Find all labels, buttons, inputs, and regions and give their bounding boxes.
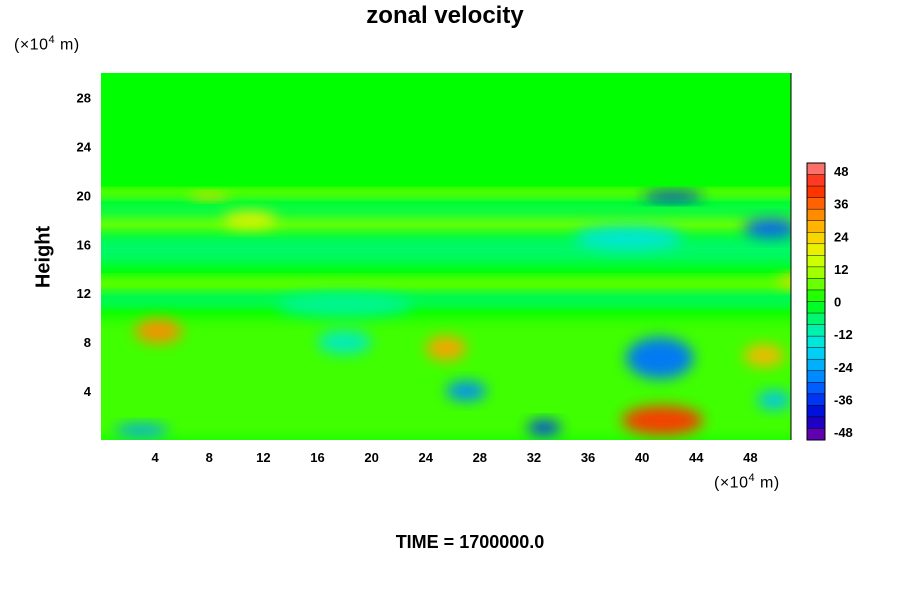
x-tick-label: 12	[256, 450, 270, 465]
colorbar-segment	[807, 370, 825, 383]
x-tick-label: 16	[310, 450, 324, 465]
colorbar-segment	[807, 324, 825, 337]
velocity-band	[101, 190, 791, 198]
colorbar-tick-label: 24	[834, 229, 849, 244]
x-axis-unit: (×104 m)	[714, 472, 780, 492]
velocity-feature	[757, 391, 791, 410]
colorbar-segment	[807, 220, 825, 233]
colorbar-segment	[807, 382, 825, 395]
y-tick-label: 20	[77, 188, 91, 203]
velocity-feature	[134, 318, 183, 344]
velocity-feature	[425, 336, 467, 361]
colorbar-segment	[807, 243, 825, 256]
colorbar-segment	[807, 405, 825, 418]
velocity-feature	[188, 192, 230, 201]
colorbar-segment	[807, 428, 825, 441]
colorbar-segment	[807, 209, 825, 222]
velocity-feature	[642, 191, 704, 202]
plot-area	[101, 73, 792, 440]
colorbar-segment	[807, 313, 825, 325]
y-unit-prefix: (×10	[14, 36, 49, 54]
velocity-feature	[574, 225, 683, 251]
y-axis-ticks: 4 8 12 16 20 24 28	[77, 90, 92, 399]
x-axis-ticks: 4 8 12 16 20 24 28 32 36 40 44 48	[152, 450, 758, 465]
colorbar-tick-label: -48	[834, 425, 853, 440]
velocity-feature	[621, 405, 704, 436]
colorbar-segment	[807, 232, 825, 245]
velocity-band	[101, 234, 791, 266]
velocity-band	[101, 213, 791, 233]
velocity-band	[101, 278, 791, 290]
colorbar-segment	[807, 163, 825, 175]
x-tick-label: 36	[581, 450, 595, 465]
y-unit-exponent: 4	[48, 34, 56, 46]
x-unit-suffix: m)	[755, 474, 780, 492]
velocity-band	[101, 201, 791, 217]
velocity-feature	[317, 329, 372, 355]
colorbar-segment	[807, 416, 825, 429]
y-tick-label: 8	[84, 335, 91, 350]
chart-title: zonal velocity	[366, 2, 524, 29]
velocity-feature	[625, 337, 694, 379]
x-tick-label: 32	[527, 450, 541, 465]
colorbar-tick-label: -12	[834, 327, 853, 342]
colorbar: -48 -36 -24 -12 0 12 24 36 48	[806, 162, 854, 441]
colorbar-segment	[807, 359, 825, 372]
y-axis-unit: (×104 m)	[14, 34, 80, 54]
time-label: TIME = 1700000.0	[395, 532, 545, 552]
colorbar-tick-label: 12	[834, 262, 848, 277]
x-unit-prefix: (×10	[714, 474, 749, 492]
colorbar-frame	[806, 162, 826, 441]
x-tick-label: 44	[689, 450, 704, 465]
colorbar-tick-label: 48	[834, 164, 848, 179]
colorbar-tick-label: 36	[834, 197, 848, 212]
colorbar-segment	[807, 266, 825, 279]
y-tick-label: 16	[77, 237, 91, 252]
colorbar-segment	[807, 255, 825, 268]
x-tick-label: 20	[364, 450, 378, 465]
velocity-field	[101, 190, 791, 440]
colorbar-tick-label: -36	[834, 392, 853, 407]
colorbar-segment	[807, 393, 825, 406]
colorbar-segment	[807, 197, 825, 210]
velocity-feature	[446, 381, 487, 401]
colorbar-tick-label: 0	[834, 295, 841, 310]
colorbar-segment	[807, 186, 825, 198]
y-tick-label: 24	[77, 139, 92, 154]
colorbar-segment	[807, 174, 825, 187]
colorbar-segment	[807, 336, 825, 348]
y-tick-label: 28	[77, 90, 91, 105]
colorbar-segment	[807, 278, 825, 291]
velocity-feature	[777, 275, 791, 287]
velocity-feature	[222, 211, 277, 229]
velocity-feature	[743, 218, 791, 239]
colorbar-segment	[807, 289, 825, 302]
velocity-band	[101, 294, 791, 306]
y-tick-label: 12	[77, 286, 91, 301]
x-tick-label: 8	[206, 450, 213, 465]
x-tick-label: 4	[152, 450, 160, 465]
x-tick-label: 28	[473, 450, 487, 465]
colorbar-tick-label: -24	[834, 360, 854, 375]
colorbar-segment	[807, 301, 825, 314]
y-unit-suffix: m)	[55, 36, 80, 54]
x-tick-label: 24	[418, 450, 433, 465]
velocity-feature	[743, 344, 785, 367]
velocity-feature	[114, 424, 169, 437]
velocity-feature	[276, 293, 413, 318]
colorbar-segment	[807, 347, 825, 360]
x-tick-label: 40	[635, 450, 649, 465]
x-tick-label: 48	[743, 450, 757, 465]
velocity-feature	[527, 420, 562, 436]
x-unit-exponent: 4	[748, 472, 756, 484]
y-tick-label: 4	[84, 384, 92, 399]
